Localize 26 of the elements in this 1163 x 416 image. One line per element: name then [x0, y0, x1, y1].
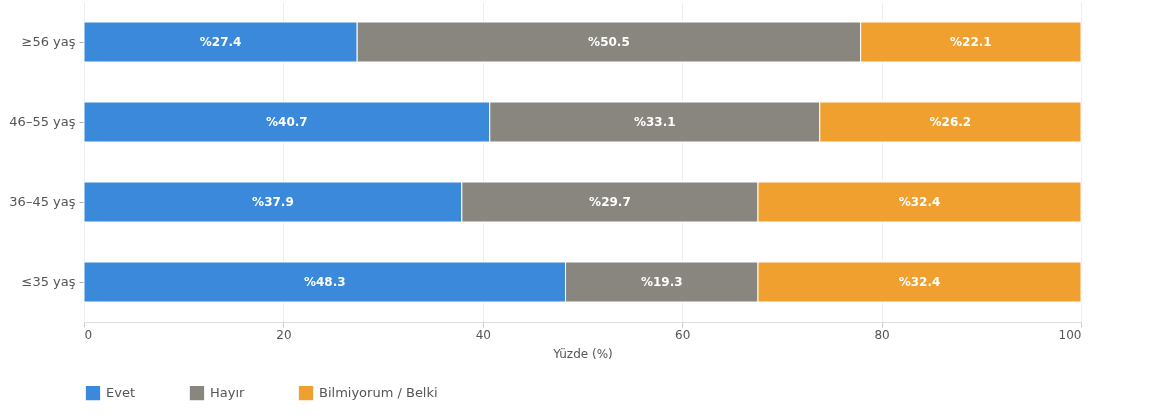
legend-label: Hayır	[210, 385, 246, 401]
x-tick-label: 0	[84, 327, 93, 342]
data-label: %32.4	[898, 275, 941, 289]
x-tick-label: 20	[276, 327, 292, 342]
x-tick-label: 60	[675, 327, 691, 342]
x-tick-label: 80	[874, 327, 890, 342]
x-axis-title: Yüzde (%)	[552, 346, 613, 361]
y-tick-label: ≥56 yaş	[21, 34, 76, 49]
data-label: %29.7	[589, 195, 631, 209]
data-label: %37.9	[252, 195, 294, 209]
x-tick-label: 100	[1058, 327, 1082, 342]
legend-label: Bilmiyorum / Belki	[319, 385, 438, 401]
x-tick-label: 40	[475, 327, 491, 342]
data-label: %27.4	[199, 35, 242, 49]
y-tick-label: ≤35 yaş	[21, 274, 76, 289]
y-tick-label: 36–45 yaş	[9, 194, 76, 209]
legend-label: Evet	[106, 385, 136, 401]
data-label: %32.4	[898, 195, 941, 209]
data-label: %22.1	[950, 35, 992, 49]
data-label: %26.2	[929, 115, 972, 129]
data-label: %33.1	[633, 115, 676, 129]
data-label: %40.7	[266, 115, 308, 129]
data-label: %50.5	[588, 35, 630, 49]
data-label: %48.3	[303, 275, 346, 289]
data-label: %19.3	[640, 275, 683, 289]
y-tick-label: 46–55 yaş	[9, 114, 76, 129]
